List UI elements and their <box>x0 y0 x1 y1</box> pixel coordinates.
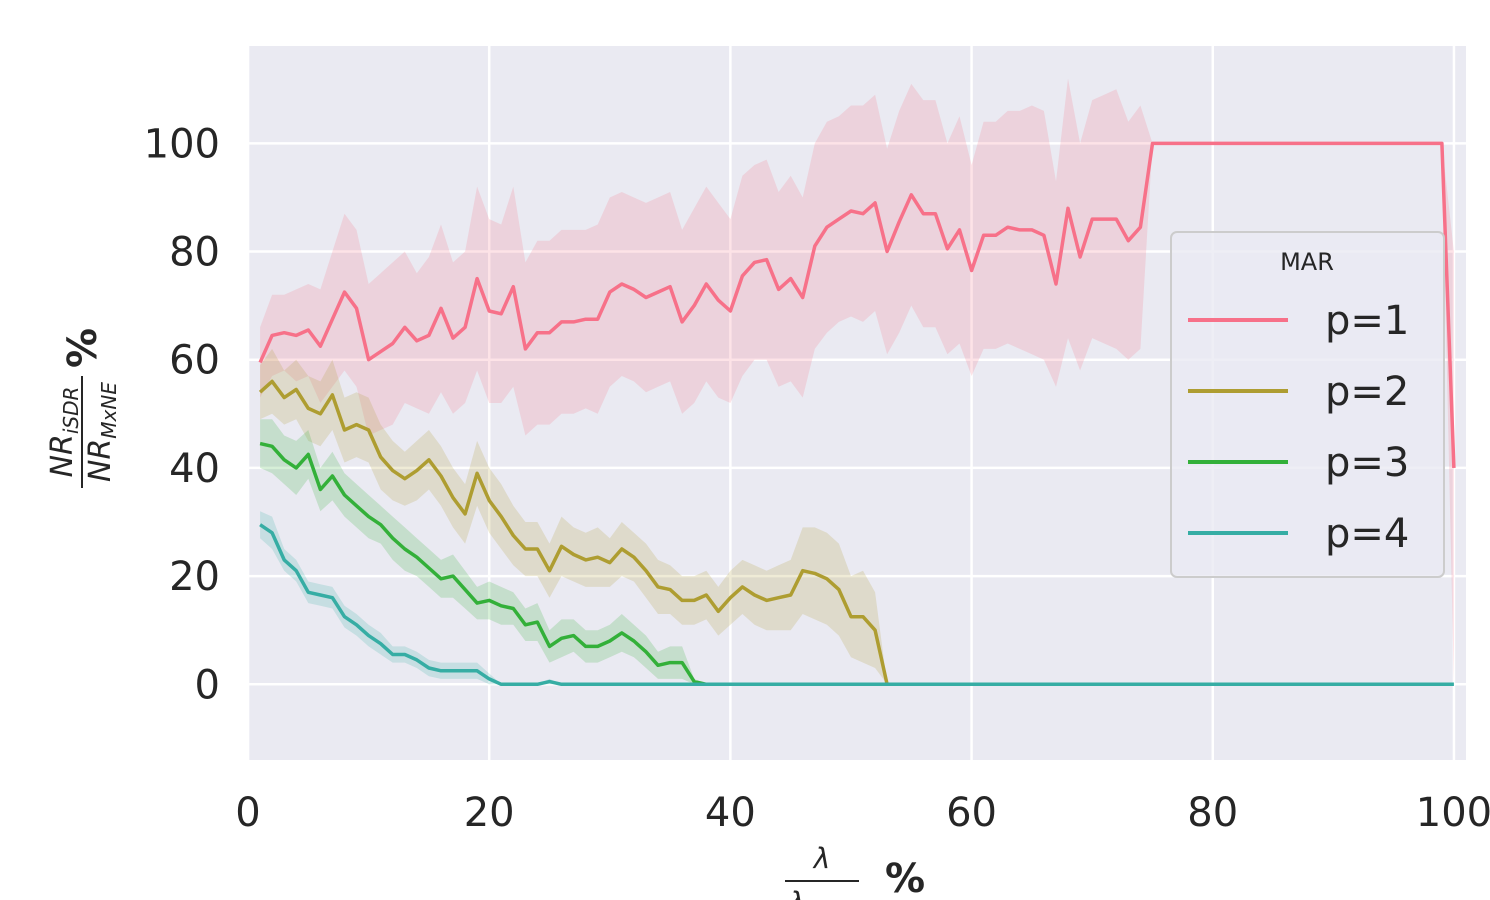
legend-entries: p=1 p=2 p=3 p=4 <box>1188 298 1409 557</box>
series-line-p=1 <box>258 141 1456 468</box>
x-axis-label: λ λ % <box>785 842 925 900</box>
x-tick-label: 40 <box>705 790 756 836</box>
x-tick-labels: 0 20 40 60 80 100 <box>235 790 1490 836</box>
x-label-unit: % <box>885 856 925 900</box>
svg-text:NRMxNE: NRMxNE <box>83 382 121 482</box>
confidence-band-p=3 <box>260 419 707 685</box>
y-tick-label: 0 <box>195 662 220 708</box>
y-label-denominator-sub: MxNE <box>97 382 121 439</box>
series-line-p=3 <box>259 441 707 687</box>
legend-label-p=3: p=3 <box>1325 440 1409 486</box>
y-tick-label: 40 <box>169 446 220 492</box>
y-label-unit: % <box>60 328 106 368</box>
svg-text:NRiSDR: NRiSDR <box>45 387 83 478</box>
x-tick-label: 20 <box>464 790 515 836</box>
y-label-numerator: NR <box>45 434 80 477</box>
y-tick-label: 60 <box>169 338 220 384</box>
y-tick-label: 80 <box>169 230 220 276</box>
legend-title: MAR <box>1280 248 1334 276</box>
legend-label-p=2: p=2 <box>1325 369 1409 415</box>
legend-label-p=4: p=4 <box>1325 511 1409 557</box>
x-tick-label: 0 <box>235 790 260 836</box>
y-label-denominator: NR <box>83 439 118 482</box>
x-tick-label: 100 <box>1416 790 1490 836</box>
legend: MAR p=1 p=2 p=3 p=4 <box>1170 231 1445 578</box>
confidence-band-p=2 <box>260 348 888 685</box>
y-label-numerator-sub: iSDR <box>59 387 83 435</box>
series-lines <box>258 141 1456 687</box>
y-tick-labels: 0 20 40 60 80 100 <box>144 121 220 708</box>
x-label-denominator: λ <box>787 886 806 900</box>
x-tick-label: 80 <box>1187 790 1238 836</box>
y-tick-label: 100 <box>144 121 220 167</box>
x-tick-label: 60 <box>946 790 997 836</box>
y-axis-label: NRiSDR NRMxNE % <box>45 328 121 488</box>
legend-label-p=1: p=1 <box>1325 298 1409 344</box>
confidence-band-p=1 <box>260 78 1454 685</box>
series-line-p=2 <box>258 379 889 685</box>
series-line-p=4 <box>259 523 1454 687</box>
y-tick-label: 20 <box>169 554 220 600</box>
x-label-numerator: λ <box>812 842 831 875</box>
confidence-bands <box>260 78 1454 685</box>
